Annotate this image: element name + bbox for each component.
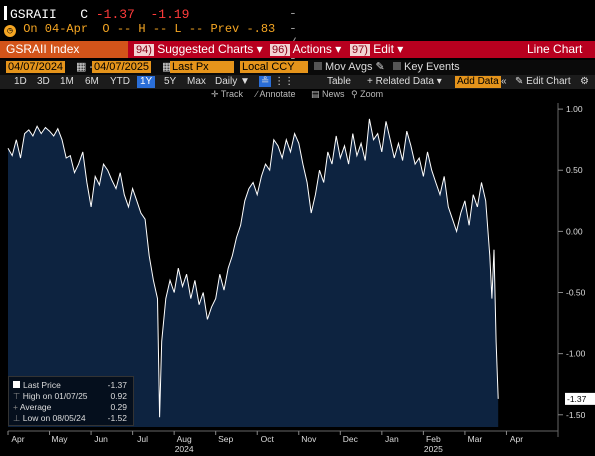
legend-high-value: 0.92 (110, 391, 127, 401)
range-1y[interactable]: 1Y (137, 76, 156, 88)
x-tick-label: Dec (343, 434, 359, 444)
range-max[interactable]: Max (187, 76, 206, 87)
related-data-menu[interactable]: + Related Data ▾ (367, 76, 442, 87)
quote-date: On 04-Apr (23, 22, 89, 36)
ohl-values: O -- H -- L -- Prev (102, 22, 240, 36)
series-area (8, 118, 499, 428)
x-tick-label: Apr (11, 434, 24, 444)
collapse-icon[interactable]: « (501, 76, 507, 87)
actions-menu[interactable]: 96) Actions ▾ (270, 42, 342, 56)
x-tick-label: Jun (94, 434, 108, 444)
index-label-box[interactable]: GSRAII Index (0, 41, 128, 58)
last-value-tag (565, 392, 595, 405)
function-bar: GSRAII Index 94) Suggested Charts ▾ 96) … (0, 41, 595, 58)
range-1m[interactable]: 1M (60, 76, 74, 87)
range-ytd[interactable]: YTD (110, 76, 130, 87)
y-tick-label: -0.50 (566, 288, 586, 298)
news-tool[interactable]: ▤ News (311, 89, 345, 99)
x-year-label: 2025 (424, 444, 443, 454)
checkbox-icon (393, 62, 401, 70)
calendar-icon[interactable]: ▦ (162, 61, 173, 73)
frequency-selector[interactable]: Daily ▼ (215, 76, 250, 87)
x-tick-label: Nov (301, 434, 317, 444)
x-tick-label: Jul (137, 434, 148, 444)
zoom-tool[interactable]: ⚲ Zoom (351, 89, 384, 99)
quote-line: GSRAII C -1.37 -1.19 -- / -- (4, 6, 297, 81)
suggested-charts-menu[interactable]: 94) Suggested Charts ▾ (134, 42, 263, 56)
plot-area (7, 103, 548, 428)
x-tick-label: Aug (177, 434, 192, 444)
series-line (7, 118, 499, 418)
annotate-tool[interactable]: ∕ Annotate (256, 89, 296, 99)
ticker-symbol[interactable]: GSRAII (10, 7, 57, 22)
chart-type-label: Line Chart (527, 42, 583, 56)
checkbox-icon (314, 62, 322, 70)
y-tick-label: 0.00 (566, 226, 583, 236)
clock-icon: ◷ (4, 25, 16, 37)
legend-high: ⊤ High on 01/07/25 (13, 391, 88, 401)
end-date-input[interactable]: 04/07/2025 (92, 61, 152, 73)
track-tool[interactable]: ✛ Track (211, 89, 244, 99)
quote-header (0, 0, 595, 38)
settings-gear-icon[interactable]: ⚙ (580, 76, 589, 87)
close-value: -1.37 (95, 7, 135, 22)
index-label: GSRAII Index (6, 42, 80, 56)
chart-style-icon[interactable]: ≗ ⋮⋮ (259, 76, 295, 87)
x-tick-label: Jan (385, 434, 399, 444)
price-chart[interactable]: 1.00 0.50 0.00 -0.50 -1.00 -1.50 -1.37 Apr May Ju… (0, 101, 595, 456)
add-data-button[interactable]: Add Data (455, 76, 501, 88)
key-events-toggle[interactable]: Key Events (393, 61, 460, 73)
range-6m[interactable]: 6M (85, 76, 99, 87)
x-tick-label: Oct (261, 434, 275, 444)
x-tick-label: Apr (510, 434, 523, 444)
x-year-label: 2024 (175, 444, 194, 454)
chart-axes: 1.00 0.50 0.00 -0.50 -1.00 -1.50 -1.37 Apr May Ju… (7, 103, 595, 454)
y-tick-label: -1.50 (566, 410, 586, 420)
legend-last-price: Last Price (13, 380, 61, 390)
x-tick-label: May (52, 434, 69, 444)
chart-legend: Last Price -1.37 ⊤ High on 01/07/25 0.92… (8, 376, 134, 426)
last-value-label: -1.37 (567, 394, 587, 404)
edit-menu[interactable]: 97) Edit ▾ (350, 42, 404, 56)
last-price-swatch (13, 381, 20, 388)
tool-row (0, 89, 595, 101)
start-date-input[interactable]: 04/07/2024 (6, 61, 66, 73)
close-label: C (80, 7, 89, 22)
prev-value: -.83 (246, 22, 276, 36)
legend-average: + Average (13, 402, 52, 412)
x-tick-label: Mar (468, 434, 483, 444)
range-5y[interactable]: 5Y (164, 76, 177, 87)
change-value: -1.19 (150, 7, 190, 22)
legend-average-value: 0.29 (110, 402, 127, 412)
legend-low: ⊥ Low on 08/05/24 (13, 413, 86, 423)
mov-avgs-toggle[interactable]: Mov Avgs ✎ (314, 61, 385, 73)
legend-last-price-value: -1.37 (107, 380, 127, 390)
currency-selector[interactable]: Local CCY (240, 61, 308, 73)
range-1d[interactable]: 1D (14, 76, 27, 87)
y-tick-label: 0.50 (566, 165, 583, 175)
calendar-icon[interactable]: ▦ - (76, 61, 94, 73)
x-tick-label: Sep (218, 434, 233, 444)
quote-subline: ◷ On 04-Apr O -- H -- L -- Prev -.83 (4, 22, 275, 37)
legend-low-value: -1.52 (107, 413, 127, 423)
table-button[interactable]: Table (327, 76, 351, 87)
range-3d[interactable]: 3D (37, 76, 50, 87)
edit-chart-button[interactable]: ✎ Edit Chart (515, 76, 571, 87)
y-tick-label: -1.00 (566, 349, 586, 359)
x-tick-label: Feb (426, 434, 441, 444)
field-selector[interactable]: Last Px (170, 61, 234, 73)
ticker-marker (4, 6, 7, 20)
y-tick-label: 1.00 (566, 104, 583, 114)
